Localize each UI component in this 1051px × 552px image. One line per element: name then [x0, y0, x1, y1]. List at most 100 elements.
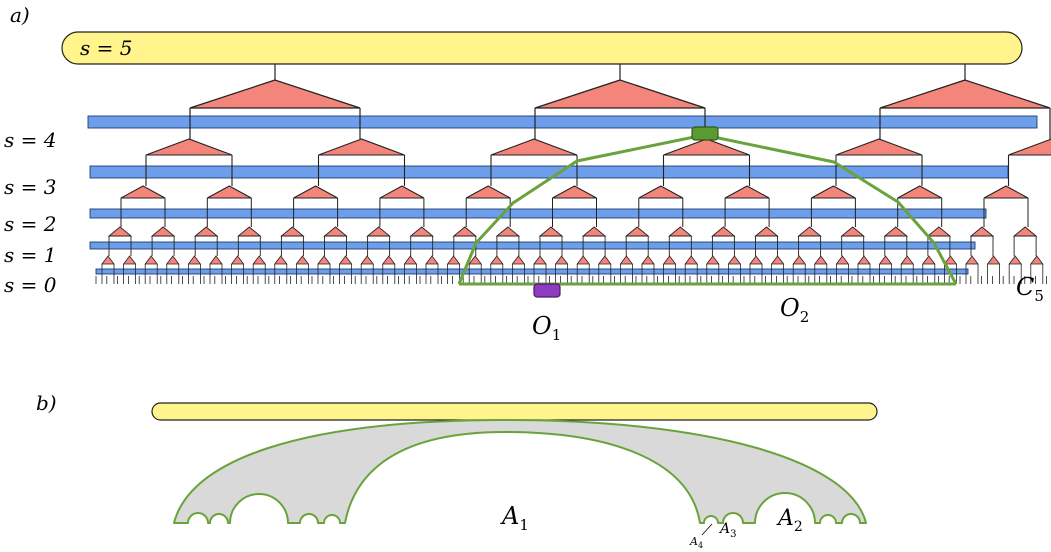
isometry-triangle	[581, 226, 607, 237]
isometry-triangle	[554, 255, 569, 265]
isometry-triangle	[338, 255, 353, 265]
isometry-triangle	[641, 255, 655, 265]
disentangler-row	[89, 241, 976, 250]
operator-o1-marker	[533, 283, 561, 298]
region-a2-label: A2	[776, 506, 803, 535]
isometry-triangle	[273, 255, 288, 265]
isometry-triangle	[835, 138, 923, 156]
isometry-triangle	[489, 255, 504, 265]
isometry-triangle	[879, 79, 1051, 109]
isometry-triangle	[926, 226, 952, 237]
top-bar-label: s = 5	[80, 36, 132, 60]
isometry-triangle	[381, 255, 396, 265]
isometry-triangle	[797, 226, 822, 237]
isometry-triangle	[534, 79, 706, 109]
isometry-triangle	[237, 226, 262, 237]
isometry-triangle	[230, 255, 245, 265]
causal-cone-label: C5	[1016, 273, 1044, 305]
isometry-triangle	[207, 185, 252, 199]
isometry-triangle	[811, 185, 856, 199]
isometry-triangle	[1008, 138, 1051, 156]
operator-o2-marker	[691, 126, 719, 141]
isometry-triangle	[749, 255, 763, 265]
isometry-triangle	[770, 255, 785, 265]
isometry-triangle	[813, 255, 828, 265]
isometry-triangle	[724, 185, 770, 199]
isometry-triangle	[495, 226, 521, 237]
isometry-triangle	[705, 255, 720, 265]
region-a3-label: A3	[718, 521, 737, 540]
operator-o2-label: O2	[780, 294, 809, 326]
isometry-triangle	[662, 255, 677, 265]
isometry-triangle	[189, 79, 361, 109]
isometry-triangle	[668, 226, 693, 237]
isometry-triangle	[425, 255, 439, 265]
isometry-triangle	[366, 226, 391, 237]
isometry-triangle	[187, 255, 202, 265]
scale-label-s4: s = 4	[4, 128, 56, 152]
isometry-triangle	[318, 138, 405, 156]
isometry-triangle	[1012, 226, 1038, 237]
isometry-triangle	[792, 255, 807, 265]
isometry-triangle	[122, 255, 137, 265]
isometry-triangle	[150, 226, 176, 237]
isometry-triangle	[900, 255, 915, 265]
isometry-triangle	[727, 255, 742, 265]
isometry-triangle	[295, 255, 310, 265]
isometry-triangle	[145, 138, 233, 156]
mera-network	[87, 64, 1051, 284]
isometry-triangle	[878, 255, 893, 265]
isometry-triangle	[452, 226, 478, 237]
isometry-triangle	[840, 226, 865, 237]
isometry-triangle	[684, 255, 699, 265]
region-a4-pointer	[701, 523, 713, 536]
operator-o1-label: O1	[532, 312, 561, 344]
isometry-triangle	[280, 226, 305, 237]
panel-b-top-bar	[151, 402, 878, 421]
disentangler-row	[87, 115, 1038, 129]
disentangler-row	[95, 268, 969, 275]
isometry-triangle	[101, 255, 115, 265]
isometry-triangle	[538, 226, 564, 237]
isometry-triangle	[983, 185, 1029, 199]
isometry-triangle	[619, 255, 634, 265]
isometry-triangle	[624, 226, 650, 237]
isometry-triangle	[969, 226, 995, 237]
isometry-triangle	[576, 255, 591, 265]
isometry-triangle	[323, 226, 348, 237]
isometry-triangle	[597, 255, 612, 265]
isometry-triangle	[120, 185, 166, 199]
isometry-triangle	[209, 255, 223, 265]
isometry-triangle	[897, 185, 942, 199]
isometry-triangle	[379, 185, 425, 199]
isometry-triangle	[403, 255, 418, 265]
isometry-triangle	[144, 255, 158, 265]
isometry-triangle	[663, 138, 750, 156]
entanglement-region-shape	[173, 419, 867, 524]
panel-b: b) A1 A2 A3 A4	[36, 391, 878, 550]
isometry-triangle	[468, 255, 483, 265]
isometry-triangle	[409, 226, 434, 237]
isometry-triangle	[921, 255, 936, 265]
scale-label-s0: s = 0	[4, 273, 57, 297]
isometry-triangle	[511, 255, 526, 265]
isometry-triangle	[835, 255, 850, 265]
isometry-triangle	[166, 255, 180, 265]
top-bar-s5	[61, 31, 1023, 65]
region-a4-label: A4	[689, 535, 703, 550]
region-a1-label: A1	[500, 502, 529, 534]
isometry-triangle	[533, 255, 547, 265]
isometry-triangle	[754, 226, 779, 237]
isometry-triangle	[965, 255, 979, 265]
isometry-triangle	[552, 185, 597, 199]
isometry-triangle	[1030, 255, 1044, 265]
panel-a: a) s = 5 s = 4 s = 3 s = 2 s = 1 s = 0 O…	[4, 3, 1051, 344]
isometry-triangle	[107, 226, 133, 237]
isometry-triangle	[883, 226, 909, 237]
isometry-triangle	[193, 226, 219, 237]
isometry-triangle	[252, 255, 267, 265]
isometry-triangle	[490, 138, 578, 156]
isometry-triangle	[317, 255, 331, 265]
isometry-triangle	[465, 185, 511, 199]
isometry-triangle	[638, 185, 684, 199]
